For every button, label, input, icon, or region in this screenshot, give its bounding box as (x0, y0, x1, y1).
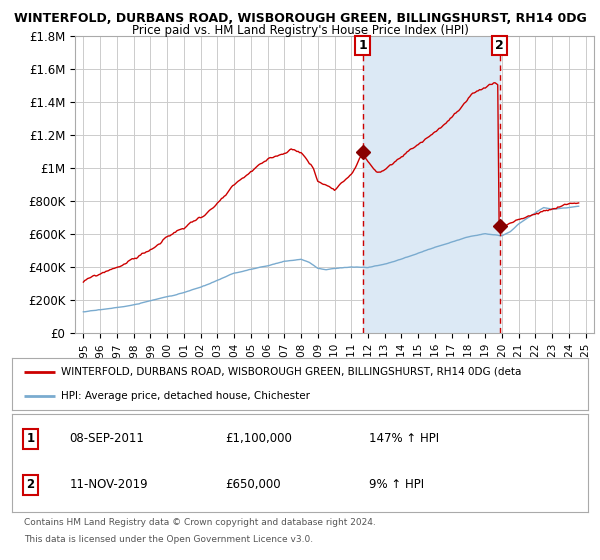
Text: This data is licensed under the Open Government Licence v3.0.: This data is licensed under the Open Gov… (24, 535, 313, 544)
Text: 11-NOV-2019: 11-NOV-2019 (70, 478, 148, 492)
Text: 2: 2 (26, 478, 35, 492)
Text: Contains HM Land Registry data © Crown copyright and database right 2024.: Contains HM Land Registry data © Crown c… (24, 518, 376, 527)
Text: Price paid vs. HM Land Registry's House Price Index (HPI): Price paid vs. HM Land Registry's House … (131, 24, 469, 37)
Text: 1: 1 (26, 432, 35, 445)
Text: £650,000: £650,000 (225, 478, 281, 492)
Text: HPI: Average price, detached house, Chichester: HPI: Average price, detached house, Chic… (61, 391, 310, 401)
Text: 9% ↑ HPI: 9% ↑ HPI (369, 478, 424, 492)
Text: 08-SEP-2011: 08-SEP-2011 (70, 432, 145, 445)
Text: WINTERFOLD, DURBANS ROAD, WISBOROUGH GREEN, BILLINGSHURST, RH14 0DG: WINTERFOLD, DURBANS ROAD, WISBOROUGH GRE… (14, 12, 586, 25)
Text: 147% ↑ HPI: 147% ↑ HPI (369, 432, 439, 445)
Text: 1: 1 (358, 39, 367, 52)
Text: £1,100,000: £1,100,000 (225, 432, 292, 445)
Text: WINTERFOLD, DURBANS ROAD, WISBOROUGH GREEN, BILLINGSHURST, RH14 0DG (deta: WINTERFOLD, DURBANS ROAD, WISBOROUGH GRE… (61, 367, 521, 377)
Text: 2: 2 (495, 39, 504, 52)
Bar (363, 36, 500, 333)
